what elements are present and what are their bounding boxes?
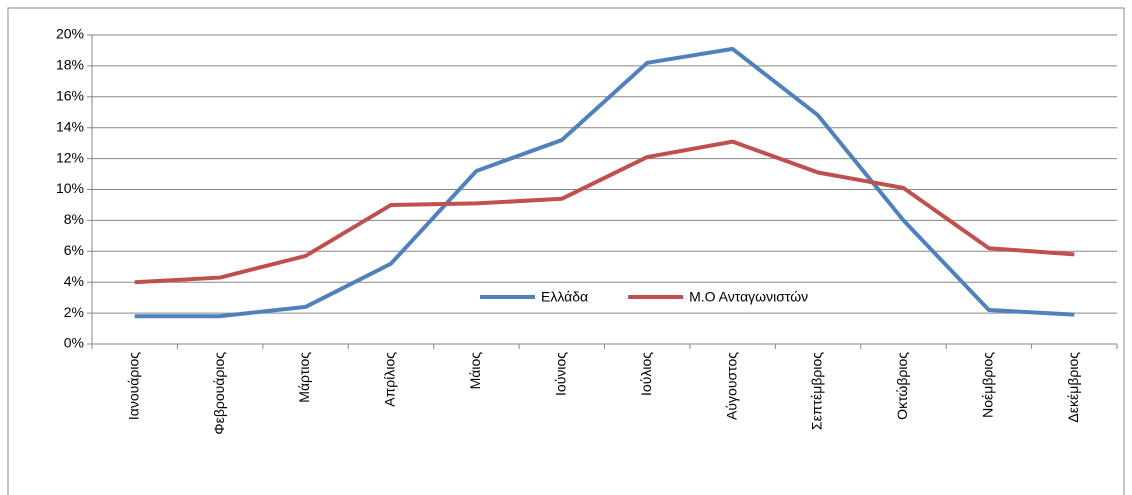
y-tick-label: 16%	[56, 88, 84, 104]
x-tick-label: Απρίλιος	[382, 352, 398, 407]
x-tick-label: Φεβρουάριος	[211, 352, 227, 435]
x-tick-label: Οκτώβριος	[894, 352, 910, 420]
y-tick-label: 18%	[56, 57, 84, 73]
x-tick-label: Νοέμβριος	[980, 352, 996, 418]
y-tick-label: 0%	[64, 335, 84, 351]
y-tick-label: 8%	[64, 211, 84, 227]
series-line	[134, 46, 1075, 319]
x-tick-label: Μάιος	[467, 352, 483, 390]
x-tick-label: Ιούνιος	[552, 352, 568, 396]
y-tick-label: 2%	[64, 304, 84, 320]
y-tick-label: 4%	[64, 273, 84, 289]
x-tick-label: Ιούλιος	[638, 352, 654, 396]
legend-label: Ελλάδα	[541, 289, 588, 305]
y-tick-label: 20%	[56, 26, 84, 42]
y-tick-label: 10%	[56, 180, 84, 196]
x-tick-label: Δεκέμβριος	[1065, 352, 1081, 423]
x-tick-label: Μάρτιος	[296, 352, 312, 403]
legend-label: Μ.Ο Ανταγωνιστών	[689, 289, 808, 305]
series-line	[134, 139, 1075, 285]
x-tick-label: Αύγουστος	[723, 352, 739, 420]
y-tick-label: 12%	[56, 149, 84, 165]
x-tick-label: Σεπτέμβριος	[809, 352, 825, 430]
y-tick-label: 6%	[64, 242, 84, 258]
x-tick-label: Ιανουάριος	[125, 352, 141, 420]
y-tick-label: 14%	[56, 118, 84, 134]
